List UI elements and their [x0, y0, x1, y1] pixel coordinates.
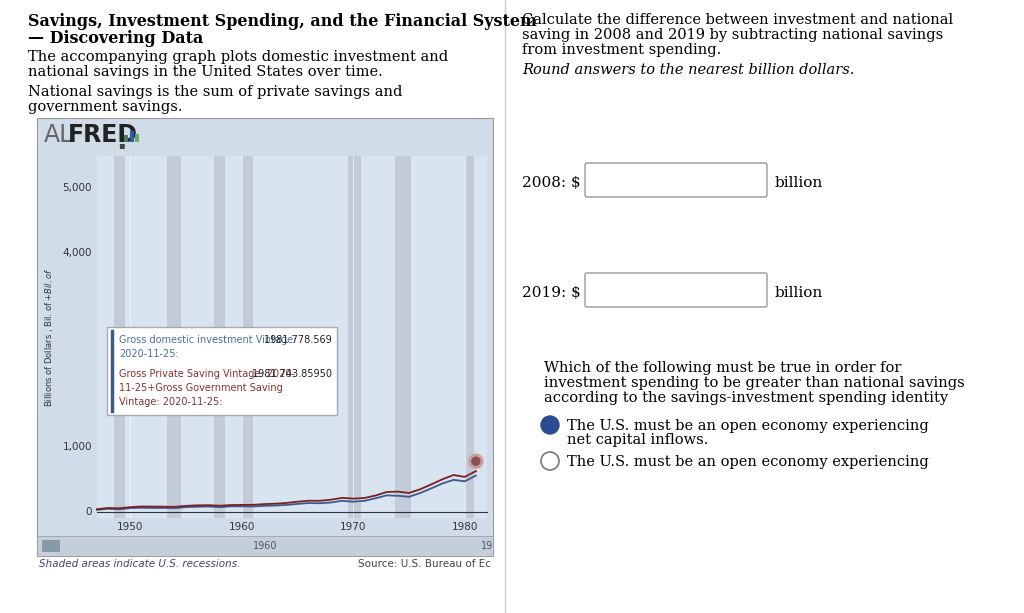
Text: net capital inflows.: net capital inflows. [567, 433, 709, 447]
FancyBboxPatch shape [585, 273, 767, 307]
Text: 11-25+Gross Government Saving: 11-25+Gross Government Saving [119, 383, 283, 392]
Circle shape [544, 419, 556, 431]
Text: investment spending to be greater than national savings: investment spending to be greater than n… [544, 376, 965, 390]
Text: 2019: $: 2019: $ [522, 286, 581, 300]
Bar [394, 156, 412, 518]
Circle shape [543, 417, 557, 433]
Text: 1960: 1960 [228, 522, 255, 532]
Bar [37, 536, 493, 556]
Text: Billions of Dollars , Bil. of $+Bil. of $: Billions of Dollars , Bil. of $+Bil. of … [43, 267, 55, 407]
Bar [348, 156, 361, 518]
Bar [114, 156, 125, 518]
Text: — Discovering Data: — Discovering Data [28, 30, 204, 47]
Text: billion: billion [775, 176, 823, 190]
Text: 1970: 1970 [340, 522, 367, 532]
Bar [129, 131, 133, 142]
Bar [37, 118, 493, 556]
Circle shape [472, 457, 480, 465]
Text: 5,000: 5,000 [62, 183, 92, 193]
Text: according to the savings-investment spending identity: according to the savings-investment spen… [544, 391, 948, 405]
Text: from investment spending.: from investment spending. [522, 43, 721, 57]
Text: Gross domestic investment Vintage:: Gross domestic investment Vintage: [119, 335, 296, 345]
Text: National savings is the sum of private savings and: National savings is the sum of private s… [28, 85, 402, 99]
Bar [167, 156, 180, 518]
Text: 1950: 1950 [117, 522, 143, 532]
Text: 4,000: 4,000 [62, 248, 92, 258]
FancyBboxPatch shape [106, 327, 337, 414]
Text: Calculate the difference between investment and national: Calculate the difference between investm… [522, 13, 953, 27]
Text: The U.S. must be an open economy experiencing: The U.S. must be an open economy experie… [567, 419, 929, 433]
Text: 1960: 1960 [253, 541, 278, 551]
Bar [135, 134, 139, 142]
Text: Shaded areas indicate U.S. recessions.: Shaded areas indicate U.S. recessions. [39, 559, 241, 569]
Bar [124, 135, 128, 142]
Circle shape [469, 454, 483, 468]
Bar [42, 540, 60, 552]
Text: Vintage: 2020-11-25:: Vintage: 2020-11-25: [119, 397, 222, 406]
Text: 1,000: 1,000 [62, 442, 92, 452]
Text: AL: AL [44, 123, 74, 147]
Text: 1980: 1980 [452, 522, 478, 532]
Text: The accompanying graph plots domestic investment and: The accompanying graph plots domestic in… [28, 50, 449, 64]
Text: government savings.: government savings. [28, 100, 182, 114]
Circle shape [541, 452, 559, 470]
Text: FRED: FRED [68, 123, 138, 147]
Text: saving in 2008 and 2019 by subtracting national savings: saving in 2008 and 2019 by subtracting n… [522, 28, 943, 42]
Bar [242, 156, 253, 518]
Text: 2020-11-25:: 2020-11-25: [119, 349, 179, 359]
Text: Which of the following must be true in order for: Which of the following must be true in o… [544, 361, 901, 375]
Text: Gross Private Saving Vintage: 2020-: Gross Private Saving Vintage: 2020- [119, 368, 295, 379]
Text: 0: 0 [85, 506, 92, 517]
Text: 1981 778.569: 1981 778.569 [264, 335, 332, 345]
Text: 2008: $: 2008: $ [522, 176, 581, 190]
Text: 19: 19 [481, 541, 494, 551]
Text: .: . [116, 127, 127, 155]
FancyBboxPatch shape [585, 163, 767, 197]
Circle shape [541, 416, 559, 434]
Bar [214, 156, 225, 518]
Text: Savings, Investment Spending, and the Financial System: Savings, Investment Spending, and the Fi… [28, 13, 537, 30]
Text: national savings in the United States over time.: national savings in the United States ov… [28, 65, 383, 79]
Text: 1981 743.85950: 1981 743.85950 [252, 368, 332, 379]
Text: Source: U.S. Bureau of Ec: Source: U.S. Bureau of Ec [358, 559, 490, 569]
Text: The U.S. must be an open economy experiencing: The U.S. must be an open economy experie… [567, 455, 929, 469]
Bar [465, 156, 474, 518]
Text: billion: billion [775, 286, 823, 300]
Text: Round answers to the nearest billion dollars.: Round answers to the nearest billion dol… [522, 63, 854, 77]
Bar [97, 156, 487, 518]
